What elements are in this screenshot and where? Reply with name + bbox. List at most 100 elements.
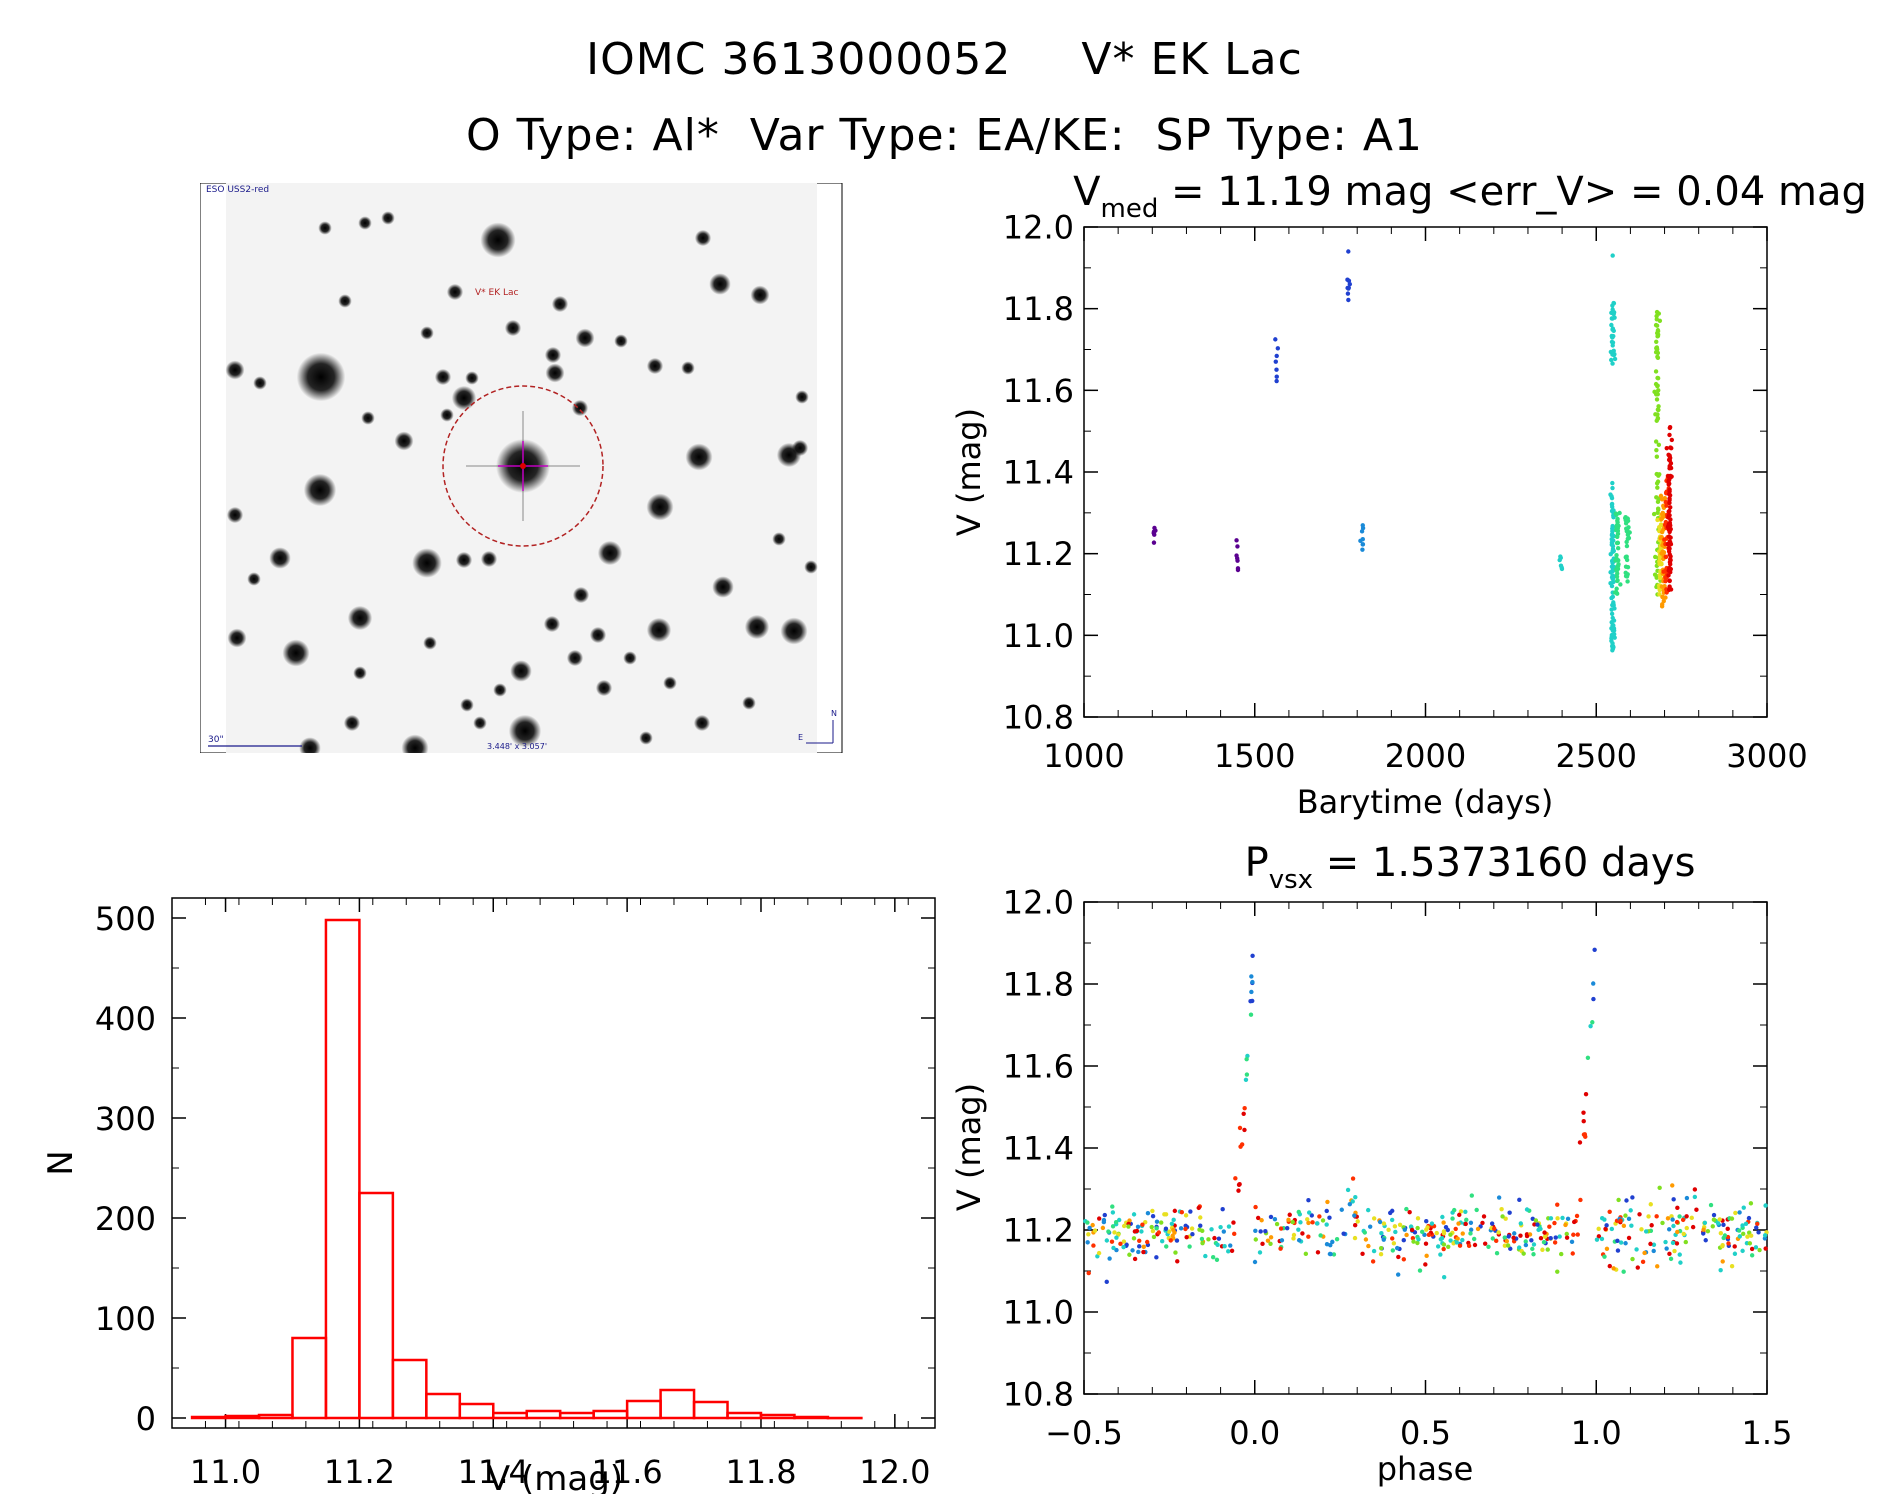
phased-point <box>1274 1221 1280 1227</box>
phased-point <box>1547 1224 1552 1229</box>
finder-star <box>681 361 695 375</box>
phased-point <box>1564 1235 1570 1240</box>
phased-point <box>1154 1219 1160 1224</box>
lightcurve-point <box>1625 532 1631 538</box>
phased-point <box>1415 1240 1420 1246</box>
phased-point <box>1634 1247 1639 1252</box>
finder-star <box>709 273 731 295</box>
phased-point <box>1189 1226 1195 1231</box>
phased-point <box>1104 1238 1110 1243</box>
lightcurve-point <box>1610 340 1616 345</box>
y-tick-label: 11.4 <box>1003 454 1074 492</box>
phased-point <box>1602 1217 1607 1222</box>
phased-point <box>1407 1209 1412 1215</box>
lightcurve-point <box>1273 337 1278 342</box>
phased-point <box>1222 1244 1227 1249</box>
phased-point <box>1106 1229 1111 1234</box>
phased-point <box>1623 1213 1628 1218</box>
phased-point <box>1523 1242 1529 1248</box>
lightcurve-point <box>1655 383 1660 389</box>
finder-star <box>226 506 244 524</box>
target-circle <box>442 385 604 547</box>
phased-point <box>1535 1222 1540 1227</box>
phased-point <box>1324 1222 1329 1227</box>
lightcurve-point <box>1345 277 1350 282</box>
phased-point <box>1671 1223 1676 1229</box>
phased-point <box>1743 1221 1749 1227</box>
lightcurve-point <box>1663 578 1668 584</box>
phased-point <box>1511 1235 1516 1241</box>
phased-point <box>1285 1225 1290 1231</box>
lightcurve-point <box>1653 369 1659 374</box>
phased-point <box>1464 1217 1469 1223</box>
lightcurve-point <box>1608 492 1613 497</box>
y-tick-label: 11.8 <box>1003 966 1074 1004</box>
finder-star <box>455 551 473 569</box>
phased-point <box>1604 1246 1610 1251</box>
lightcurve-point <box>1663 554 1669 560</box>
lightcurve-point <box>1662 537 1667 542</box>
phased-point <box>1183 1226 1188 1232</box>
lightcurve-point <box>1653 350 1659 355</box>
lightcurve-point <box>1612 356 1618 362</box>
phased-point <box>1379 1230 1384 1236</box>
phased-point <box>1446 1244 1451 1249</box>
phased-point <box>1474 1207 1479 1213</box>
lightcurve-point <box>1624 539 1629 545</box>
y-tick-label: 300 <box>95 1100 156 1138</box>
histogram-bar <box>324 918 361 1420</box>
lightcurve-point <box>1654 447 1659 453</box>
y-tick-label: 200 <box>95 1200 156 1238</box>
phased-point <box>1674 1241 1680 1246</box>
phased-point <box>1178 1226 1184 1231</box>
phased-point <box>1174 1238 1180 1243</box>
phased-point <box>1258 1229 1263 1234</box>
scale-label: 30" <box>208 735 224 745</box>
phased-point <box>1416 1237 1421 1242</box>
phased-point <box>1637 1212 1642 1217</box>
phased-point <box>1435 1244 1441 1249</box>
lightcurve-point <box>1668 542 1674 547</box>
histogram-bar <box>425 1392 462 1420</box>
finder-star <box>480 550 498 568</box>
phased-point <box>1378 1245 1384 1251</box>
finder-star <box>804 560 818 574</box>
phased-point <box>1116 1217 1122 1223</box>
y-tick-label: 11.2 <box>1003 535 1074 573</box>
phased-point <box>1648 1241 1653 1247</box>
north-label: N <box>831 709 837 718</box>
phased-point <box>1702 1220 1708 1226</box>
phased-point <box>1618 1218 1623 1223</box>
phased-point <box>1618 1240 1624 1245</box>
phased-point <box>1457 1212 1462 1218</box>
phased-point <box>1424 1218 1429 1224</box>
lightcurve-point <box>1612 606 1617 611</box>
phased-point <box>1190 1232 1195 1237</box>
phased-point <box>1149 1224 1154 1230</box>
lightcurve-point <box>1668 517 1673 522</box>
phased-point <box>1472 1242 1478 1248</box>
phased-point <box>1341 1231 1346 1236</box>
lightcurve-point <box>1274 374 1279 379</box>
finder-star <box>646 617 672 643</box>
phased-point <box>1640 1259 1646 1265</box>
phased-point <box>1711 1217 1717 1222</box>
finder-star <box>338 294 352 308</box>
y-tick-label: 12.0 <box>1003 884 1074 922</box>
phased-point <box>1678 1260 1683 1265</box>
phased-point <box>1278 1246 1283 1251</box>
phased-point <box>1508 1246 1513 1251</box>
phased-point <box>1740 1223 1745 1228</box>
phased-point <box>1565 1216 1571 1221</box>
phased-point <box>1603 1226 1608 1232</box>
phased-point <box>1315 1250 1321 1255</box>
phased-point <box>1160 1238 1165 1244</box>
phased-point <box>1417 1268 1423 1273</box>
phased-point <box>1677 1214 1682 1219</box>
lightcurve-point <box>1275 346 1281 351</box>
lightcurve-point <box>1234 538 1239 543</box>
phased-point <box>1392 1224 1398 1229</box>
phased-chart: Pvsx = 1.5373160 days −0.5 0.0 0.5 1.0 1.5 10… <box>950 842 1792 1488</box>
phased-point <box>1538 1235 1544 1241</box>
phased-point <box>1086 1232 1091 1237</box>
